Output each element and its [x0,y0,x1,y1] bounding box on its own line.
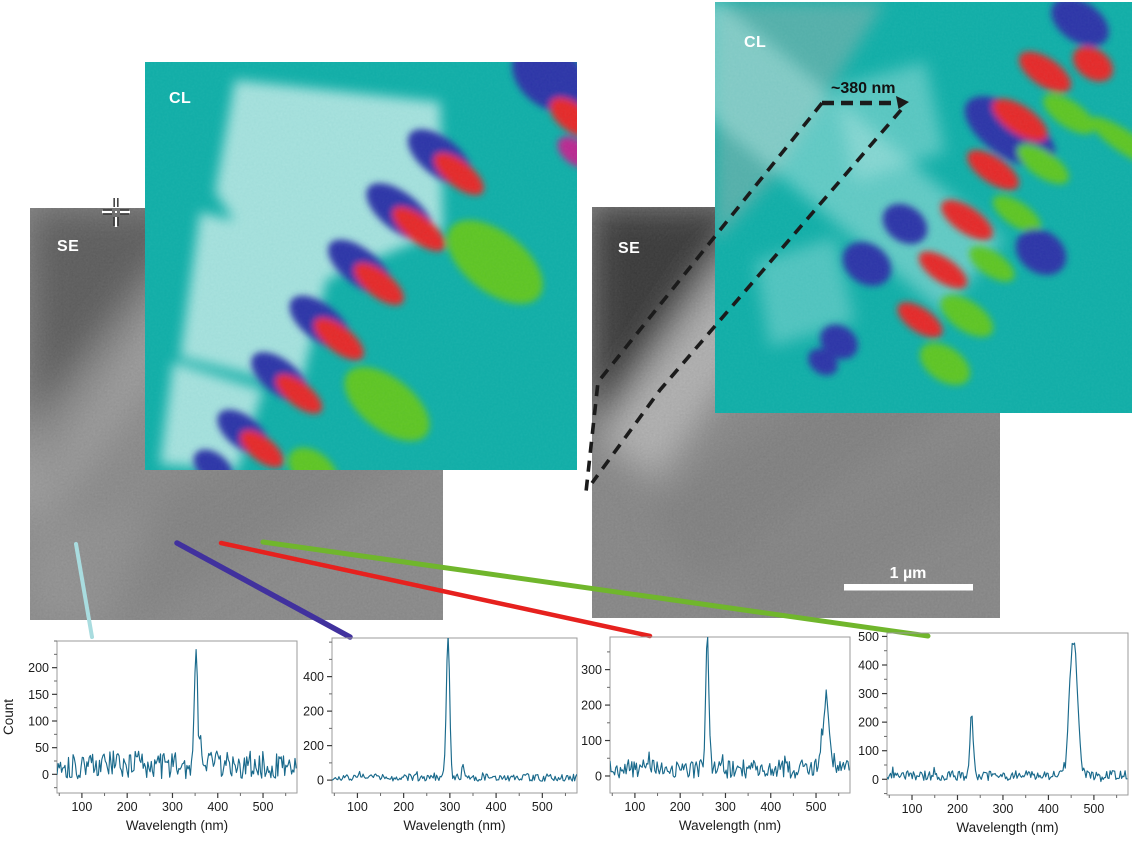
y-tick-label: 0 [595,769,602,783]
y-tick-label: 150 [28,688,49,702]
axis-tick-labels: 100 200 300 400 500 0 200 200 400 [303,670,553,814]
x-axis-label: Wavelength (nm) [403,818,505,833]
y-tick-label: 300 [858,687,879,701]
x-tick-label: 100 [624,800,645,814]
y-tick-label: 0 [317,774,324,788]
width-annotation-text: ~380 nm [831,80,895,97]
x-tick-label: 100 [71,800,92,814]
spectrum-curve [610,637,850,779]
x-tick-label: 200 [947,802,968,816]
x-tick-label: 500 [253,800,274,814]
x-tick-label: 400 [207,800,228,814]
connector-lines [74,539,931,640]
axis-ticks [605,651,840,798]
y-tick-label: 400 [858,659,879,673]
spectrum-plot-3: 100 200 300 400 500 0 100 200 300 Wavelength (nm) [581,636,851,833]
y-tick-label: 300 [581,663,602,677]
x-tick-label: 100 [902,802,923,816]
scale-bar-rect [844,584,973,591]
width-annotation-arrowhead [896,96,909,109]
x-tick-label: 300 [162,800,183,814]
plot-frame [886,632,1129,796]
y-tick-label: 100 [28,715,49,729]
y-axis-label: Count [1,699,16,735]
spectrum-plot-1: 100 200 300 400 500 0 50 100 150 200 Wavelength (n… [1,640,298,833]
cl-label-right: CL [744,34,767,51]
plot-frame [331,637,578,794]
x-tick-label: 400 [760,800,781,814]
crosshair-cursor [102,197,130,227]
x-tick-label: 200 [117,800,138,814]
x-tick-label: 500 [1083,802,1104,816]
spectra: 100 200 300 400 500 0 50 100 150 200 Wavelength (n… [1,630,1129,835]
x-tick-label: 300 [993,802,1014,816]
spectrum-plot-4: 100 200 300 400 500 0 100 200 300 400 500 Wavelengt… [858,630,1129,835]
x-axis-label: Wavelength (nm) [126,818,228,833]
connector-line-cyan [74,542,94,639]
y-tick-label: 400 [303,670,324,684]
y-tick-label: 500 [858,630,879,644]
spectrum-curve [57,649,297,780]
x-tick-label: 500 [532,800,553,814]
y-tick-label: 200 [303,705,324,719]
connector-line-purple [174,540,353,640]
x-tick-label: 400 [1038,802,1059,816]
axis-tick-labels: 100 200 300 400 500 0 100 200 300 [581,663,826,814]
x-tick-label: 400 [486,800,507,814]
x-axis-label: Wavelength (nm) [679,818,781,833]
width-annotation-right-line [590,108,903,485]
x-axis-label: Wavelength (nm) [956,820,1058,835]
y-tick-label: 50 [35,741,49,755]
spectrum-curve [332,638,577,782]
y-tick-label: 0 [872,773,879,787]
x-tick-label: 500 [806,800,827,814]
plot-frame [609,636,851,794]
scale-bar: 1 µm [844,565,973,591]
se-label-right: SE [618,240,641,257]
cl-label-left: CL [169,90,192,107]
x-tick-label: 300 [439,800,460,814]
x-tick-label: 200 [670,800,691,814]
y-tick-label: 100 [858,744,879,758]
spectrum-curve [887,642,1128,783]
cl-image-right [715,2,1132,413]
connector-line-red [218,540,653,639]
axis-ticks [327,641,566,798]
x-tick-label: 300 [715,800,736,814]
connector-line-green [260,539,931,639]
y-tick-label: 200 [303,739,324,753]
axis-tick-labels: 100 200 300 400 500 0 50 100 150 200 [28,661,273,814]
y-tick-label: 100 [581,734,602,748]
axis-ticks [882,635,1118,800]
plot-frame [56,640,298,794]
y-tick-label: 200 [581,699,602,713]
cl-image-left [145,62,577,470]
axis-ticks [52,640,287,798]
axis-tick-labels: 100 200 300 400 500 0 100 200 300 400 500 [858,630,1104,816]
spectrum-plot-2: 100 200 300 400 500 0 200 200 400 Wavelength (nm) [303,637,578,833]
width-annotation-left-line [584,101,824,493]
y-tick-label: 0 [42,768,49,782]
y-tick-label: 200 [858,716,879,730]
se-label-left: SE [57,238,80,255]
x-tick-label: 200 [393,800,414,814]
width-annotation: ~380 nm [584,80,909,493]
y-tick-label: 200 [28,661,49,675]
x-tick-label: 100 [347,800,368,814]
scale-bar-label: 1 µm [890,565,927,582]
